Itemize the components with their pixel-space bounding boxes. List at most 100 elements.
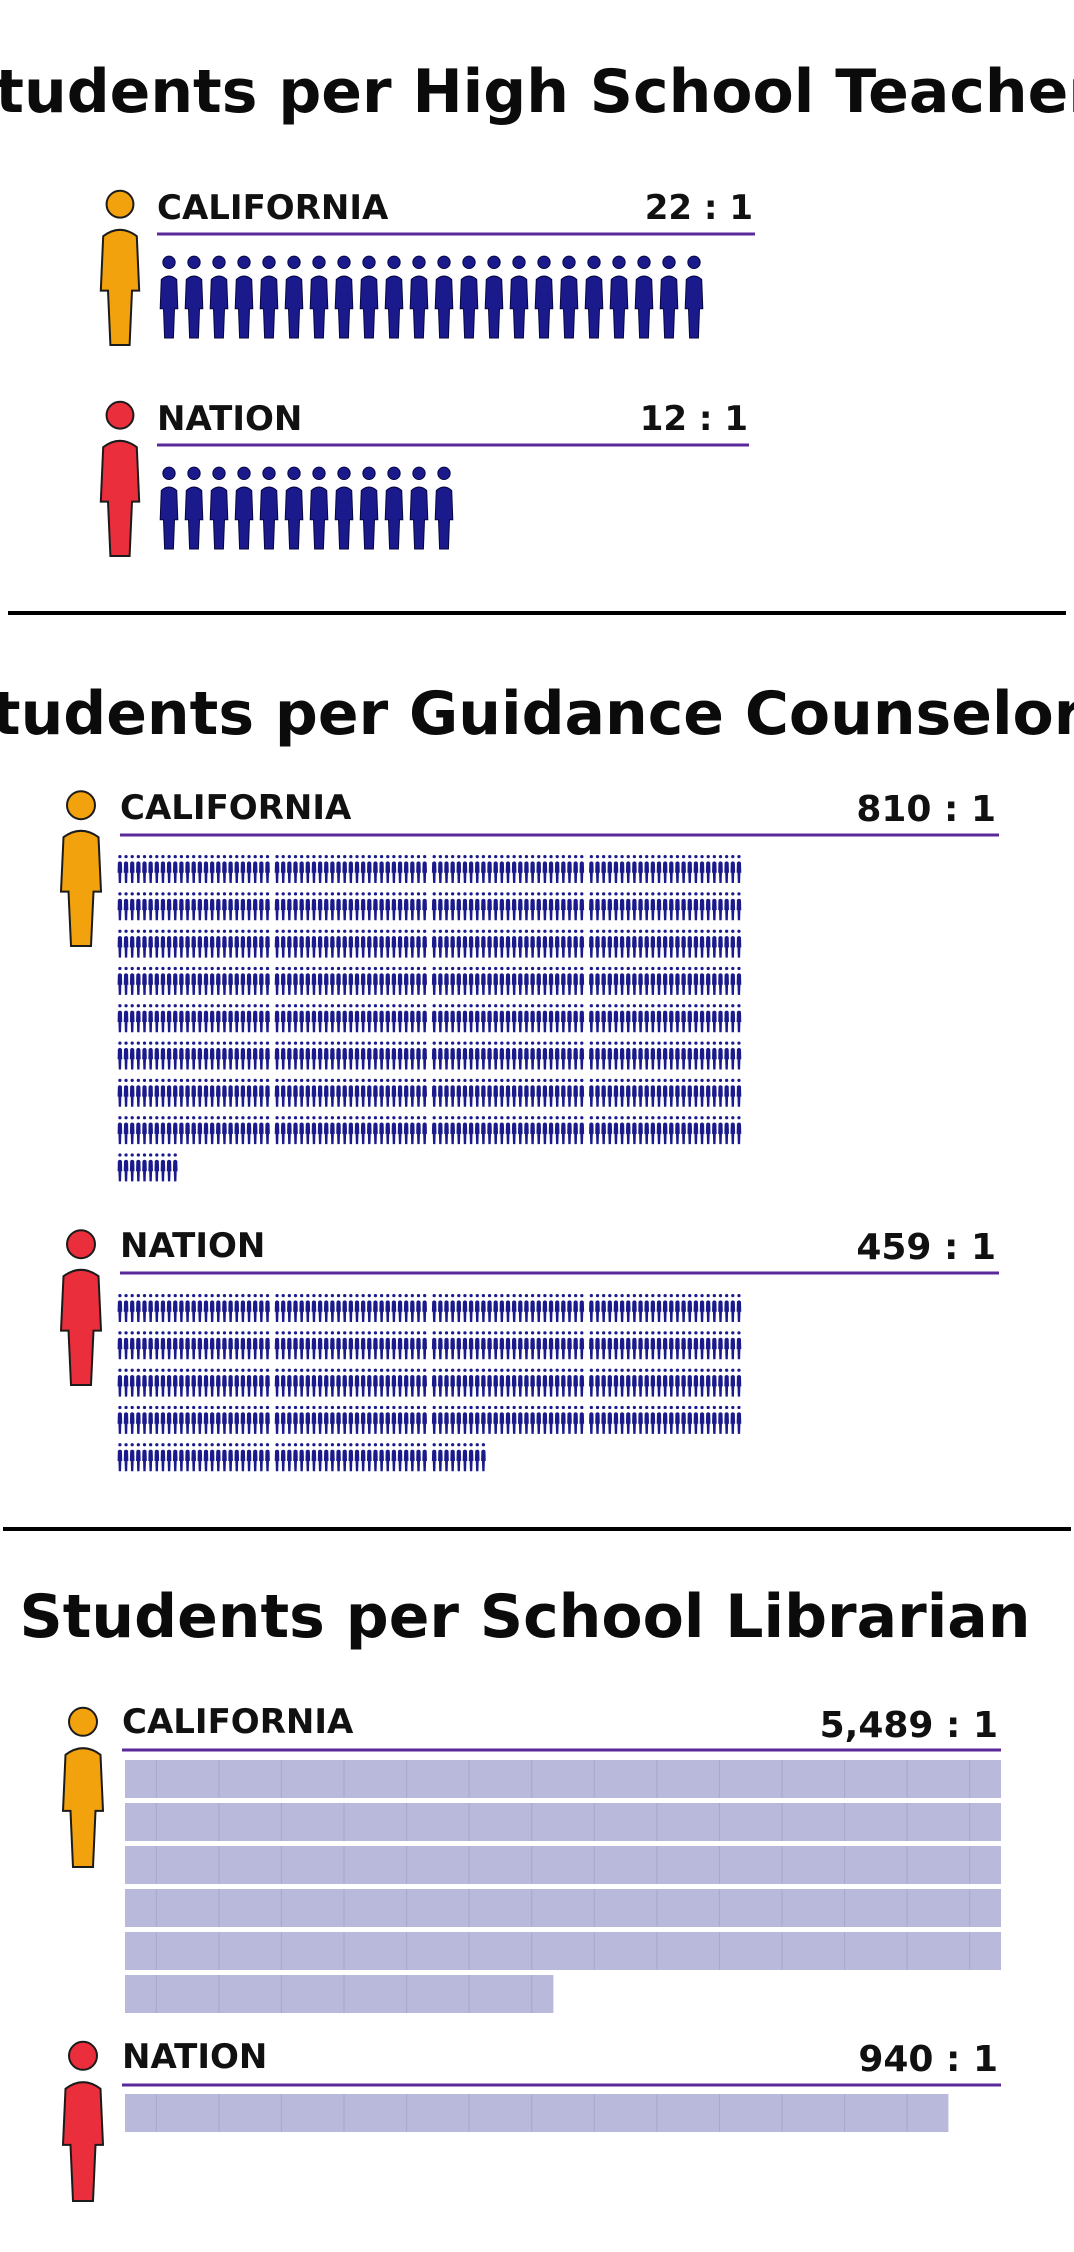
person-icon: [505, 1078, 511, 1107]
person-icon: [410, 1293, 415, 1322]
person-icon: [342, 1331, 348, 1360]
person-icon: [197, 854, 203, 883]
person-icon: [579, 1078, 585, 1107]
person-icon: [416, 1331, 421, 1360]
person-icon: [687, 966, 693, 995]
person-icon: [366, 1293, 372, 1322]
person-icon: [259, 929, 264, 958]
person-icon: [360, 1443, 366, 1472]
person-icon: [656, 1368, 662, 1397]
person-icon: [117, 1004, 123, 1033]
person-icon: [524, 966, 529, 995]
person-icon: [142, 1443, 147, 1472]
person-icon: [185, 1405, 190, 1434]
person-icon: [548, 1331, 554, 1360]
person-icon: [468, 966, 474, 995]
icon-block-california: [125, 1760, 1001, 2013]
person-icon: [712, 1116, 717, 1145]
person-icon: [359, 466, 379, 550]
person-icon: [354, 1368, 360, 1397]
person-icon: [450, 1004, 455, 1033]
person-icon: [99, 189, 141, 346]
person-icon: [299, 1368, 304, 1397]
person-icon: [730, 1331, 736, 1360]
person-icon: [197, 892, 203, 921]
person-icon: [136, 1078, 141, 1107]
person-icon: [360, 1041, 366, 1070]
person-icon: [123, 1405, 129, 1434]
person-icon: [505, 1405, 511, 1434]
person-icon: [595, 1004, 600, 1033]
person-icon: [650, 1041, 656, 1070]
person-icon: [632, 929, 637, 958]
person-icon: [675, 1368, 680, 1397]
person-icon: [468, 929, 474, 958]
person-icon: [360, 1116, 366, 1145]
person-icon: [323, 966, 329, 995]
person-icon: [505, 1368, 511, 1397]
person-icon: [117, 1078, 123, 1107]
person-icon: [675, 1078, 680, 1107]
person-icon: [718, 854, 723, 883]
person-icon: [609, 255, 629, 339]
person-icon: [573, 929, 578, 958]
person-icon: [265, 1116, 270, 1145]
person-icon: [117, 1368, 123, 1397]
person-icon: [385, 1331, 391, 1360]
person-icon: [259, 255, 279, 339]
person-icon: [330, 1443, 335, 1472]
person-icon: [342, 1368, 348, 1397]
person-icon: [736, 1004, 742, 1033]
person-icon: [481, 1004, 486, 1033]
person-icon: [462, 966, 468, 995]
person-icon: [589, 1331, 594, 1360]
person-icon: [536, 1368, 542, 1397]
person-icon: [317, 966, 323, 995]
person-icon: [172, 892, 178, 921]
person-icon: [434, 466, 454, 550]
person-icon: [385, 1368, 391, 1397]
person-icon: [613, 1041, 619, 1070]
person-icon: [687, 892, 693, 921]
person-icon: [589, 854, 594, 883]
person-icon: [336, 854, 341, 883]
person-icon: [154, 966, 160, 995]
person-icon: [160, 892, 166, 921]
person-icon: [148, 1368, 153, 1397]
person-icon: [481, 1368, 486, 1397]
person-icon: [259, 1078, 264, 1107]
person-icon: [360, 1293, 366, 1322]
person-icon: [431, 854, 437, 883]
person-icon: [444, 966, 449, 995]
person-icon: [681, 1116, 686, 1145]
person-icon: [197, 929, 203, 958]
person-icon: [450, 1116, 455, 1145]
person-icon: [348, 1041, 354, 1070]
person-icon: [601, 854, 606, 883]
person-icon: [416, 1293, 421, 1322]
person-icon: [348, 854, 354, 883]
person-icon: [444, 1368, 449, 1397]
person-icon: [675, 854, 680, 883]
person-icon: [317, 1405, 323, 1434]
person-icon: [619, 1004, 625, 1033]
person-icon: [240, 1293, 246, 1322]
person-icon: [718, 1293, 723, 1322]
person-icon: [373, 1004, 378, 1033]
person-icon: [379, 1368, 384, 1397]
person-icon: [354, 1443, 360, 1472]
person-icon: [601, 966, 606, 995]
person-icon: [561, 1368, 566, 1397]
person-icon: [462, 1004, 468, 1033]
person-icon: [293, 1405, 298, 1434]
person-icon: [397, 1004, 403, 1033]
person-icon: [299, 1443, 304, 1472]
person-icon: [123, 854, 129, 883]
person-icon: [548, 1293, 554, 1322]
person-icon: [240, 929, 246, 958]
person-icon: [222, 1078, 227, 1107]
person-icon: [536, 1405, 542, 1434]
section-librarian: Students per School Librarian CALIFORNIA…: [20, 1582, 1030, 2202]
person-icon: [681, 1405, 686, 1434]
person-icon: [159, 466, 179, 550]
